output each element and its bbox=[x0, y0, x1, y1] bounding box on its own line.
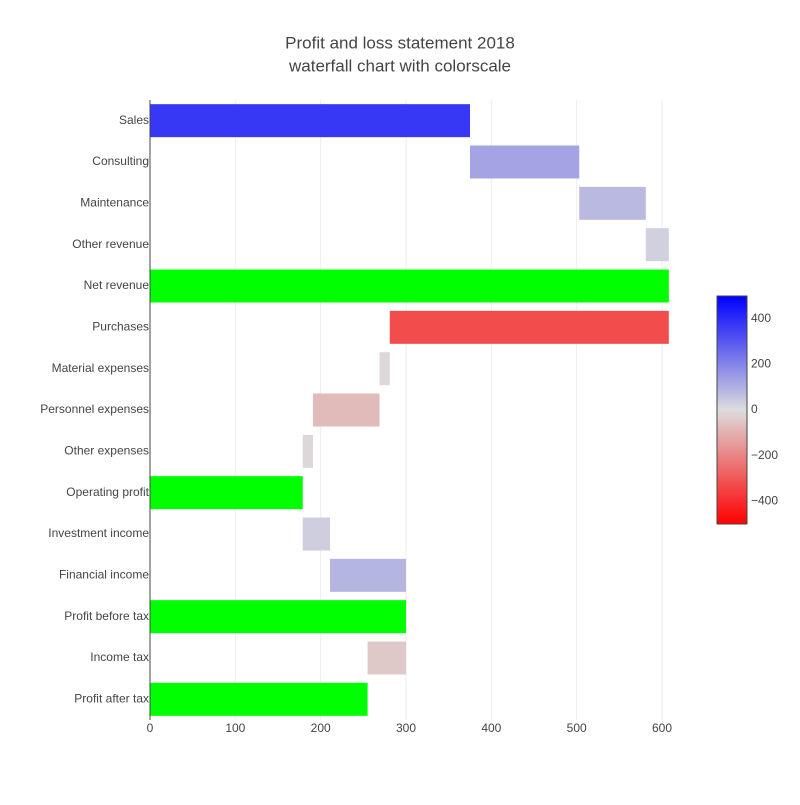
colorbar-tick-label: −400 bbox=[751, 493, 778, 507]
bar bbox=[379, 352, 390, 386]
y-tick-label: Financial income bbox=[59, 568, 149, 582]
bar bbox=[470, 145, 580, 179]
chart-subtitle: waterfall chart with colorscale bbox=[288, 56, 511, 75]
x-tick-label: 600 bbox=[652, 721, 672, 735]
colorbar-tick-label: 400 bbox=[751, 311, 771, 325]
bar bbox=[579, 186, 646, 220]
chart-title: Profit and loss statement 2018 bbox=[285, 33, 515, 52]
y-tick-label: Profit after tax bbox=[74, 692, 149, 706]
bar bbox=[645, 228, 669, 262]
colorbar-tick-label: −200 bbox=[751, 448, 778, 462]
x-tick-label: 500 bbox=[567, 721, 587, 735]
y-tick-label: Sales bbox=[119, 113, 149, 127]
bar bbox=[312, 393, 380, 427]
colorbar-tick-label: 200 bbox=[751, 357, 771, 371]
colorbar-tick-label: 0 bbox=[751, 402, 758, 416]
bar bbox=[150, 476, 303, 510]
y-tick-label: Other revenue bbox=[72, 237, 149, 251]
y-tick-label: Operating profit bbox=[66, 485, 149, 499]
x-tick-label: 200 bbox=[311, 721, 331, 735]
x-tick-label: 0 bbox=[147, 721, 154, 735]
colorbar bbox=[716, 295, 748, 525]
bar bbox=[367, 641, 406, 675]
bar bbox=[150, 682, 368, 716]
y-tick-label: Consulting bbox=[92, 154, 149, 168]
y-tick-label: Purchases bbox=[92, 320, 149, 334]
y-tick-label: Profit before tax bbox=[64, 609, 149, 623]
bar bbox=[150, 600, 406, 634]
y-tick-label: Net revenue bbox=[84, 278, 150, 292]
bar bbox=[389, 310, 669, 344]
bar bbox=[302, 434, 313, 468]
bar bbox=[150, 269, 669, 303]
y-tick-label: Material expenses bbox=[52, 361, 149, 375]
y-tick-label: Investment income bbox=[48, 526, 149, 540]
y-tick-label: Other expenses bbox=[64, 444, 149, 458]
bar bbox=[330, 558, 406, 592]
y-tick-label: Personnel expenses bbox=[40, 402, 149, 416]
y-tick-label: Income tax bbox=[90, 650, 149, 664]
bar bbox=[302, 517, 331, 551]
bar bbox=[150, 104, 470, 138]
x-tick-label: 300 bbox=[396, 721, 416, 735]
x-tick-label: 100 bbox=[225, 721, 245, 735]
x-tick-label: 400 bbox=[481, 721, 501, 735]
y-tick-label: Maintenance bbox=[80, 196, 149, 210]
